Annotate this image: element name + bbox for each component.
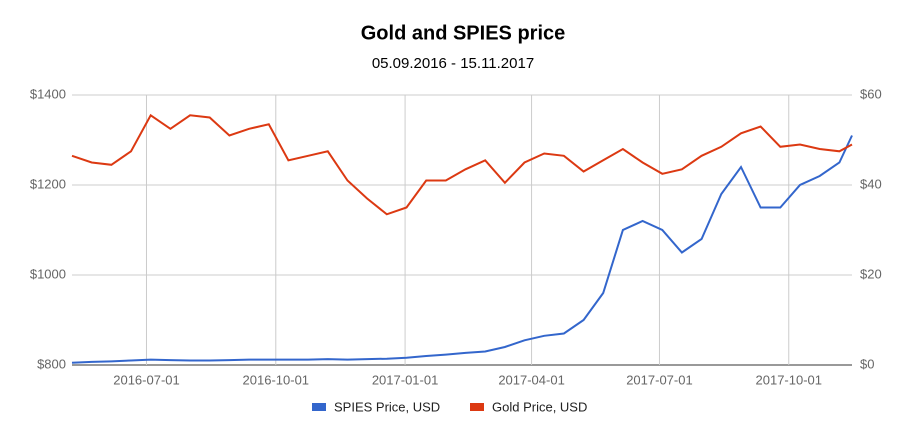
x-tick-label: 2016-07-01 [113,372,180,387]
series-line [71,135,853,364]
y2-tick-label: $0 [860,356,874,371]
x-tick-label: 2016-10-01 [243,372,310,387]
y-tick-label: $1000 [30,266,66,281]
x-tick-label: 2017-01-01 [372,372,439,387]
y-tick-label: $1400 [30,86,66,101]
y2-tick-label: $60 [860,86,882,101]
x-tick-label: 2017-04-01 [498,372,565,387]
legend-swatch [470,403,484,411]
y2-tick-label: $20 [860,266,882,281]
x-tick-label: 2017-07-01 [626,372,693,387]
y2-tick-label: $40 [860,176,882,191]
x-tick-label: 2017-10-01 [756,372,823,387]
y-tick-label: $1200 [30,176,66,191]
legend-swatch [312,403,326,411]
y-tick-label: $800 [37,356,66,371]
legend-label: Gold Price, USD [492,399,587,414]
chart-title: Gold and SPIES price [361,22,566,44]
legend-label: SPIES Price, USD [334,399,440,414]
chart-subtitle: 05.09.2016 - 15.11.2017 [372,55,534,72]
series-line [71,113,853,216]
